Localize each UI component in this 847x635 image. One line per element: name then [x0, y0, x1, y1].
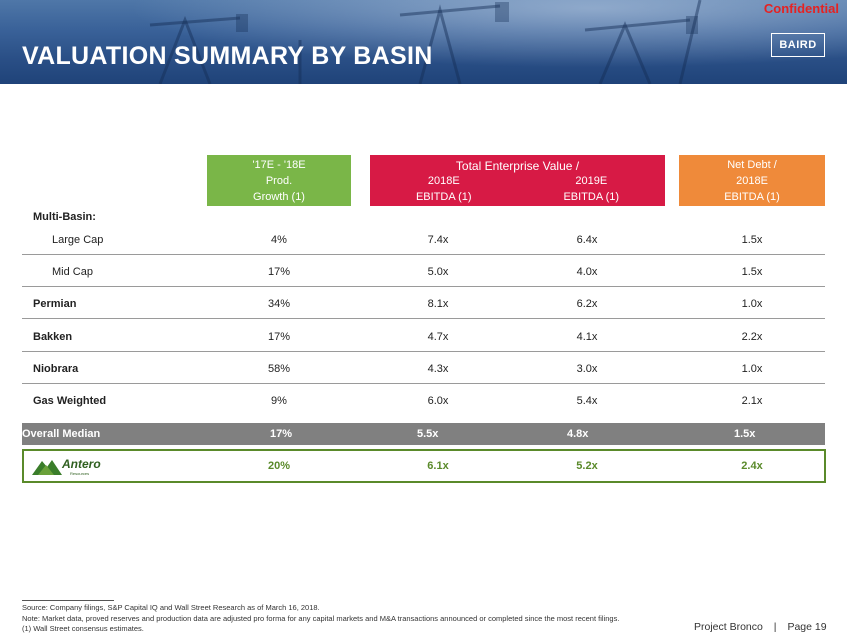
median-netdebt: 1.5x	[734, 428, 756, 440]
median-growth: 17%	[270, 428, 293, 440]
cell-growth: 4%	[271, 234, 287, 246]
cell-tev2019: 4.0x	[576, 266, 598, 278]
tev-2019-label: EBITDA (1)	[563, 191, 620, 203]
page-number: Page 19	[787, 621, 827, 633]
cell-tev2018: 6.0x	[427, 395, 449, 407]
netdebt-header-line2: 2018E	[736, 175, 768, 187]
mountain-icon	[32, 460, 62, 475]
growth-header-line1: '17E - '18E	[252, 159, 306, 171]
cell-growth: 17%	[267, 266, 291, 278]
footnote-1: (1) Wall Street consensus estimates.	[22, 624, 144, 633]
cell-tev2018: 7.4x	[427, 234, 449, 246]
pumpjack-silhouettes	[149, 0, 702, 84]
row-label-large-cap: Large Cap	[52, 234, 104, 246]
median-tev2018: 5.5x	[417, 428, 439, 440]
confidential-label: Confidential	[763, 1, 839, 16]
row-label-gas-weighted: Gas Weighted	[33, 395, 107, 407]
antero-tev2019: 5.2x	[576, 460, 598, 472]
cell-growth: 58%	[267, 363, 291, 375]
cell-tev2019: 3.0x	[576, 363, 598, 375]
antero-row: Antero Resources 20% 6.1x 5.2x 2.4x	[22, 449, 826, 483]
footnote-divider	[22, 600, 114, 601]
antero-netdebt: 2.4x	[741, 460, 763, 472]
tev-2019-year: 2019E	[575, 175, 608, 187]
row-divider	[22, 383, 825, 384]
growth-header-line2: Prod.	[265, 175, 293, 187]
netdebt-header: Net Debt / 2018E EBITDA (1)	[679, 155, 825, 206]
cell-tev2018: 4.3x	[427, 363, 449, 375]
cell-tev2018: 5.0x	[427, 266, 449, 278]
cell-growth: 17%	[267, 331, 291, 343]
row-label-mid-cap: Mid Cap	[52, 266, 93, 278]
page-separator: |	[773, 621, 777, 633]
tev-header-top: Total Enterprise Value /	[455, 159, 580, 173]
cell-netdebt: 1.0x	[741, 363, 763, 375]
antero-logo-subtext: Resources	[70, 471, 90, 476]
cell-tev2019: 6.4x	[576, 234, 598, 246]
row-divider	[22, 254, 825, 255]
section-label-multi-basin: Multi-Basin:	[33, 211, 96, 223]
antero-logo-text: Antero	[62, 457, 101, 471]
row-divider	[22, 286, 825, 287]
row-divider	[22, 318, 825, 319]
banner-sky	[0, 0, 847, 84]
row-label-niobrara: Niobrara	[33, 363, 79, 375]
cell-tev2019: 5.4x	[576, 395, 598, 407]
overall-median-row: Overall Median 17% 5.5x 4.8x 1.5x	[22, 423, 825, 445]
growth-header: '17E - '18E Prod. Growth (1)	[207, 155, 351, 206]
cell-netdebt: 1.5x	[741, 266, 763, 278]
cell-tev2018: 8.1x	[427, 298, 449, 310]
footnote-source: Source: Company filings, S&P Capital IQ …	[22, 603, 320, 612]
page-title: VALUATION SUMMARY BY BASIN	[22, 42, 433, 70]
cell-tev2019: 6.2x	[576, 298, 598, 310]
tev-header: Total Enterprise Value / 2018E EBITDA (1…	[370, 155, 665, 206]
antero-tev2018: 6.1x	[427, 460, 449, 472]
netdebt-header-line1: Net Debt /	[727, 159, 777, 171]
cell-netdebt: 2.1x	[741, 395, 763, 407]
cell-netdebt: 1.0x	[741, 298, 763, 310]
page-info: Project Bronco | Page 19	[694, 621, 827, 633]
row-divider	[22, 351, 825, 352]
antero-growth: 20%	[267, 460, 291, 472]
cell-growth: 9%	[271, 395, 287, 407]
header-banner: VALUATION SUMMARY BY BASIN Confidential …	[0, 0, 847, 84]
project-name: Project Bronco	[694, 621, 763, 633]
footnote-note: Note: Market data, proved reserves and p…	[22, 614, 620, 623]
median-tev2019: 4.8x	[567, 428, 589, 440]
row-label-permian: Permian	[33, 298, 77, 310]
cell-tev2019: 4.1x	[576, 331, 598, 343]
median-label: Overall Median	[22, 428, 101, 440]
cell-netdebt: 2.2x	[741, 331, 763, 343]
cell-growth: 34%	[267, 298, 291, 310]
cell-tev2018: 4.7x	[427, 331, 449, 343]
growth-header-line3: Growth (1)	[253, 191, 305, 203]
cell-netdebt: 1.5x	[741, 234, 763, 246]
baird-logo: BAIRD	[771, 33, 825, 57]
tev-2018-year: 2018E	[427, 175, 460, 187]
tev-2018-label: EBITDA (1)	[415, 191, 472, 203]
netdebt-header-line3: EBITDA (1)	[724, 191, 780, 203]
antero-logo: Antero Resources	[32, 454, 112, 478]
row-label-bakken: Bakken	[33, 331, 73, 343]
